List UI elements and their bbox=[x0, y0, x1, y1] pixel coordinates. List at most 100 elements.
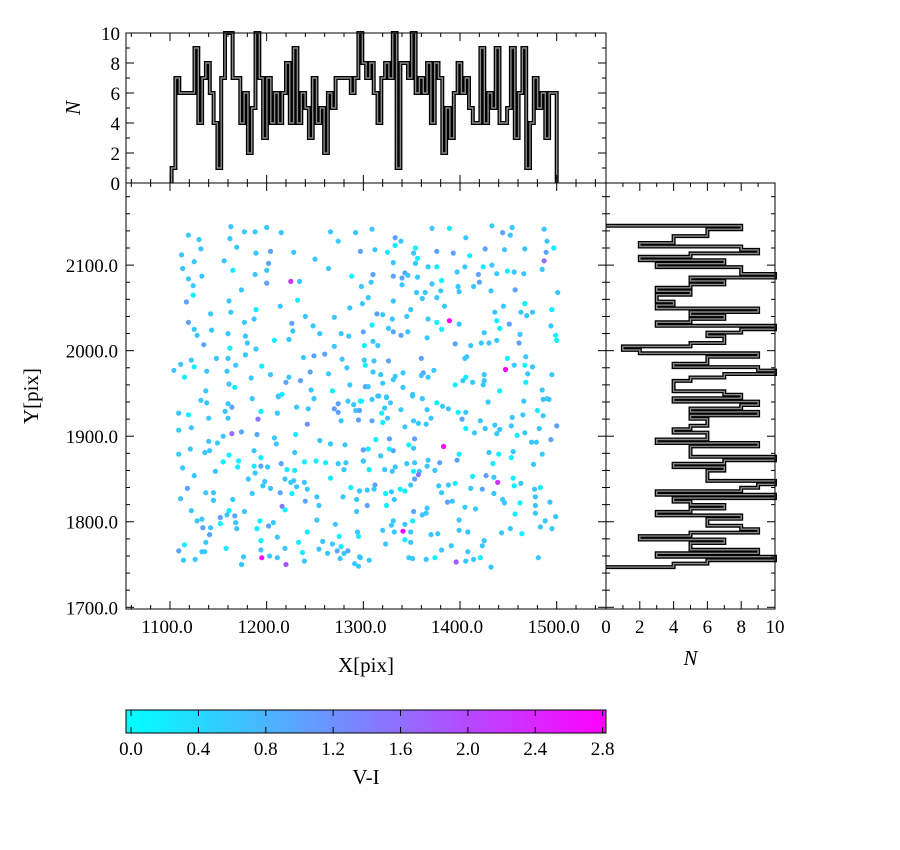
scatter-point bbox=[418, 355, 424, 361]
scatter-point bbox=[496, 451, 502, 457]
scatter-point bbox=[338, 331, 344, 337]
scatter-point bbox=[304, 529, 310, 535]
scatter-point bbox=[385, 325, 392, 331]
scatter-point bbox=[454, 269, 460, 275]
scatter-point bbox=[304, 486, 310, 492]
scatter-point bbox=[316, 502, 322, 509]
scatter-point bbox=[331, 314, 337, 320]
scatter-point bbox=[425, 457, 431, 463]
colorbar-tick-label: 2.0 bbox=[456, 739, 480, 760]
scatter-point bbox=[463, 409, 469, 415]
scatter-point bbox=[449, 498, 455, 504]
scatter-point bbox=[313, 458, 319, 464]
scatter-point bbox=[429, 225, 435, 231]
scatter-point bbox=[344, 365, 350, 371]
scatter-point bbox=[507, 526, 513, 532]
scatter-point bbox=[508, 455, 514, 461]
scatter-point bbox=[471, 283, 477, 290]
scatter-point bbox=[338, 544, 344, 550]
scatter-point bbox=[380, 419, 386, 426]
scatter-point bbox=[335, 461, 341, 467]
scatter-point bbox=[511, 269, 517, 275]
scatter-point bbox=[252, 470, 258, 476]
scatter-point bbox=[191, 326, 197, 332]
scatter-point bbox=[283, 379, 289, 385]
scatter-point bbox=[264, 267, 270, 273]
scatter-point bbox=[267, 553, 273, 559]
scatter-point bbox=[258, 547, 264, 553]
scatter-point bbox=[432, 467, 438, 473]
scatter-point bbox=[489, 223, 495, 229]
scatter-point bbox=[497, 388, 503, 394]
colorbar-tick-label: 0.8 bbox=[254, 739, 278, 760]
scatter-point bbox=[454, 457, 460, 463]
scatter-point bbox=[452, 480, 458, 486]
scatter-point bbox=[391, 529, 397, 535]
scatter-point bbox=[176, 427, 182, 433]
scatter-point bbox=[456, 289, 462, 295]
scatter-point bbox=[517, 331, 523, 337]
y-tick-label: 2100.0 bbox=[66, 256, 118, 277]
scatter-point bbox=[270, 520, 276, 526]
scatter-point bbox=[355, 417, 362, 423]
scatter-point bbox=[439, 326, 445, 332]
scatter-point bbox=[502, 366, 509, 373]
scatter-point bbox=[486, 449, 492, 456]
scatter-point bbox=[411, 250, 417, 256]
y-histogram-x-tick-label: 2 bbox=[635, 617, 645, 638]
scatter-point bbox=[347, 305, 353, 311]
scatter-point bbox=[345, 548, 351, 554]
scatter-point bbox=[245, 476, 251, 482]
scatter-point bbox=[217, 514, 223, 521]
scatter-point bbox=[497, 325, 503, 331]
scatter-point bbox=[210, 497, 217, 503]
scatter-point bbox=[302, 498, 308, 504]
scatter-point bbox=[248, 375, 254, 381]
scatter-point bbox=[264, 224, 270, 231]
scatter-point bbox=[539, 451, 545, 457]
x-axis-label: X[pix] bbox=[338, 653, 394, 677]
scatter-point bbox=[412, 260, 419, 266]
x-histogram-y-tick-label: 0 bbox=[111, 174, 121, 195]
scatter-point bbox=[296, 539, 302, 545]
scatter-point bbox=[406, 442, 412, 448]
scatter-point bbox=[425, 316, 431, 322]
scatter-point bbox=[271, 435, 277, 441]
scatter-point bbox=[408, 307, 414, 313]
scatter-point bbox=[532, 494, 539, 500]
scatter-point bbox=[180, 265, 186, 272]
scatter-point bbox=[183, 299, 189, 305]
scatter-point bbox=[331, 406, 337, 412]
scatter-point bbox=[288, 278, 294, 284]
scatter-point bbox=[479, 486, 485, 492]
scatter-point bbox=[278, 230, 284, 236]
scatter-point bbox=[242, 333, 248, 339]
scatter-point bbox=[355, 563, 362, 569]
scatter-point bbox=[459, 416, 465, 422]
scatter-point bbox=[238, 429, 245, 435]
scatter-point bbox=[267, 485, 274, 491]
scatter-point bbox=[384, 249, 391, 255]
scatter-point bbox=[203, 388, 209, 394]
scatter-point bbox=[208, 311, 214, 317]
scatter-point bbox=[488, 564, 494, 570]
scatter-point bbox=[419, 396, 425, 402]
scatter-point bbox=[456, 527, 462, 533]
scatter-point bbox=[229, 404, 235, 410]
scatter-point bbox=[434, 295, 440, 301]
scatter-point bbox=[282, 476, 288, 482]
scatter-point bbox=[225, 401, 231, 407]
scatter-point bbox=[445, 406, 451, 412]
scatter-point bbox=[445, 482, 451, 488]
scatter-point bbox=[379, 410, 385, 416]
scatter-point bbox=[408, 482, 414, 488]
scatter-point bbox=[389, 468, 395, 474]
y-histogram-x-tick-label: 8 bbox=[736, 617, 746, 638]
scatter-point bbox=[501, 500, 508, 506]
scatter-point bbox=[204, 400, 210, 406]
scatter-point bbox=[353, 230, 359, 236]
scatter-point bbox=[277, 490, 283, 496]
scatter-point bbox=[434, 319, 440, 325]
scatter-point bbox=[494, 431, 500, 437]
scatter-point bbox=[332, 521, 338, 527]
